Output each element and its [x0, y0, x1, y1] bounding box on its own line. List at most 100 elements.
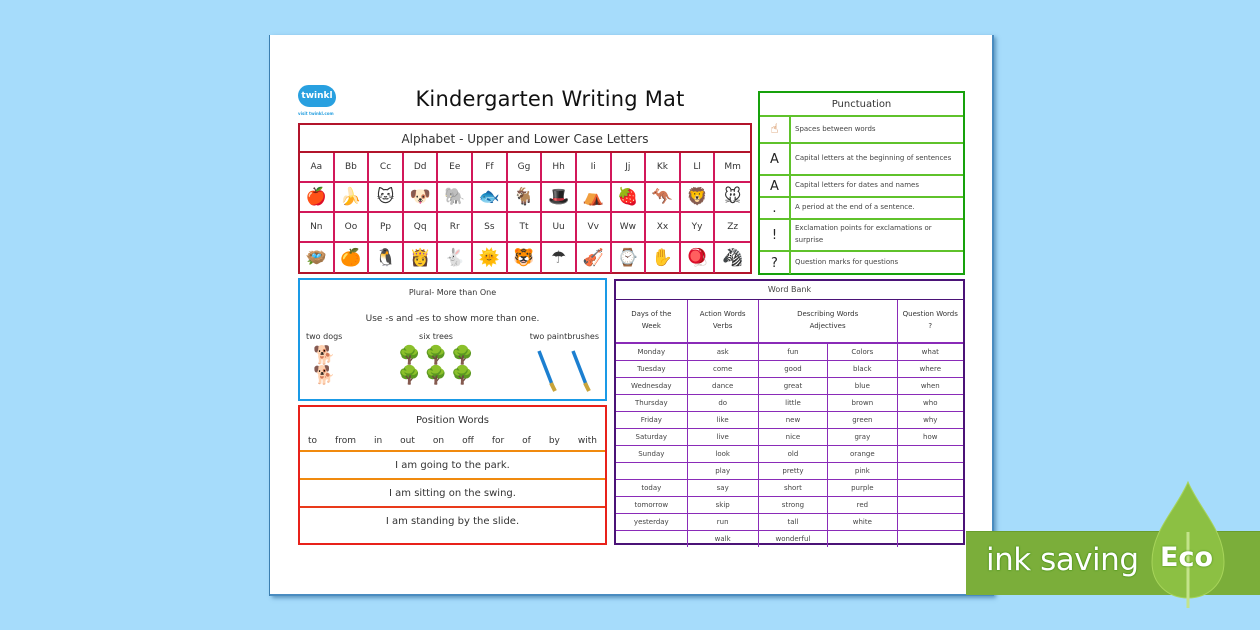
day-cell: Saturday [616, 427, 688, 446]
punctuation-row: . A period at the end of a sentence. [760, 198, 963, 220]
alphabet-letter: Zz [715, 213, 750, 243]
position-word: off [462, 436, 474, 446]
color-cell: black [827, 359, 898, 378]
tree-icon: 🌳 [451, 365, 474, 386]
question-cell [896, 478, 963, 497]
alphabet-picture: 🐘 [438, 183, 474, 213]
color-cell: white [827, 512, 898, 531]
position-word: for [491, 436, 505, 446]
tiger-icon: 🐯 [513, 247, 535, 268]
tree-icon: 🌳 [424, 365, 448, 386]
dog-icons: 🐕 🐕 [313, 347, 335, 385]
apple-icon: 🍎 [305, 186, 327, 207]
alphabet-letter: Aa [300, 153, 335, 183]
punctuation-description: Capital letters for dates and names [795, 181, 919, 190]
alphabet-letter: Kk [646, 153, 681, 183]
day-cell: tomorrow [616, 495, 688, 514]
plural-section: Plural- More than One Use -s and -es to … [298, 278, 607, 401]
alphabet-picture: 🪀 [681, 243, 716, 273]
twinkl-logo[interactable]: twinkl visit twinkl.com [298, 85, 338, 116]
alphabet-letter: Gg [507, 153, 543, 183]
word-bank-row: tomorrow skip strong red [616, 495, 963, 514]
adjective-cell: little [757, 393, 829, 412]
alphabet-letter: Nn [300, 213, 335, 243]
alphabet-letter: Rr [438, 213, 474, 243]
color-cell: gray [827, 427, 898, 446]
verb-cell: dance [686, 376, 759, 395]
penguin-icon: 🐧 [374, 247, 397, 268]
verb-cell: look [686, 444, 759, 463]
position-sentence: I am standing by the slide. [385, 516, 520, 527]
plural-example-dogs: two dogs 🐕 🐕 [306, 332, 342, 393]
verb-cell: do [686, 393, 759, 412]
alphabet-letter: Ww [611, 213, 647, 243]
alphabet-letter: Dd [403, 153, 439, 183]
adjective-cell: strong [757, 495, 829, 514]
alphabet-picture: 🪺 [300, 243, 335, 273]
punctuation-description: Exclamation points for exclamations or s… [795, 224, 932, 244]
sun-icon: 🌞 [478, 247, 500, 268]
tree-icon: 🌳 [398, 365, 421, 386]
verb-cell: like [686, 410, 759, 429]
question-cell: who [896, 393, 963, 412]
alphabet-section: Alphabet - Upper and Lower Case Letters … [298, 123, 752, 274]
plural-label: two paintbrushes [529, 332, 599, 341]
color-cell: green [827, 410, 898, 429]
umbrella-icon: ☂ [550, 247, 567, 268]
alphabet-picture: 🐶 [403, 183, 439, 213]
x-ray-icon: ✋ [651, 247, 674, 268]
day-cell: Tuesday [616, 359, 688, 378]
alphabet-picture: ⛺ [576, 183, 612, 213]
alphabet-picture: 🐭 [715, 183, 750, 213]
color-cell: orange [827, 444, 898, 463]
mouse-icon: 🐭 [723, 186, 742, 207]
dog-icon: 🐕 [312, 345, 336, 366]
rabbit-icon: 🐇 [444, 247, 466, 268]
dog-icon: 🐶 [409, 186, 431, 207]
alphabet-letter: Hh [542, 153, 577, 183]
plural-example-trees: six trees 🌳 🌳 🌳 🌳 🌳 🌳 [398, 332, 473, 393]
alphabet-letter: Vv [576, 213, 612, 243]
alphabet-letter: Cc [369, 153, 404, 183]
question-cell [896, 495, 963, 514]
question-cell: where [896, 359, 963, 378]
finger-space-icon: ☝ [760, 117, 791, 142]
word-bank-row: walk wonderful [616, 529, 963, 547]
position-word: out [400, 436, 415, 446]
goat-icon: 🐐 [513, 186, 535, 207]
adjective-cell: fun [757, 342, 829, 361]
verb-cell: say [686, 478, 759, 497]
color-cell: blue [827, 376, 898, 395]
day-cell: yesterday [616, 512, 688, 531]
kangaroo-icon: 🦘 [651, 186, 674, 207]
position-word: on [432, 436, 445, 446]
color-cell: pink [827, 461, 898, 480]
word-bank-row: Wednesday dance great blue when [616, 376, 963, 395]
alphabet-letter: Oo [334, 213, 370, 243]
position-heading: Position Words [415, 415, 490, 426]
zebra-icon: 🦓 [722, 247, 744, 268]
position-word: by [548, 436, 560, 446]
alphabet-picture: 🍎 [300, 183, 335, 213]
alphabet-picture: 🦘 [646, 183, 681, 213]
word-bank-row: Saturday live nice gray how [616, 427, 963, 446]
color-cell: red [827, 495, 898, 514]
jam-icon: 🍓 [617, 186, 639, 207]
leaf-icon [1151, 480, 1225, 608]
eco-label: Eco [1160, 542, 1213, 573]
alphabet-picture: ✋ [646, 243, 681, 273]
position-word: in [373, 436, 383, 446]
alphabet-picture: 🌞 [473, 243, 508, 273]
yo-yo-icon: 🪀 [686, 247, 708, 268]
alphabet-picture: 🐇 [438, 243, 474, 273]
alphabet-letter: Jj [611, 153, 647, 183]
tree-icon: 🌳 [451, 345, 474, 366]
punctuation-row: ? Question marks for questions [760, 252, 963, 274]
verb-cell: ask [686, 342, 759, 361]
alphabet-letter: Ii [576, 153, 612, 183]
igloo-icon: ⛺ [582, 186, 604, 207]
question-cell: how [896, 427, 963, 446]
alphabet-letter: Xx [646, 213, 681, 243]
plural-examples: two dogs 🐕 🐕 six trees 🌳 🌳 🌳 🌳 🌳 🌳 [300, 332, 605, 393]
punctuation-description: Capital letters at the beginning of sent… [795, 154, 952, 163]
